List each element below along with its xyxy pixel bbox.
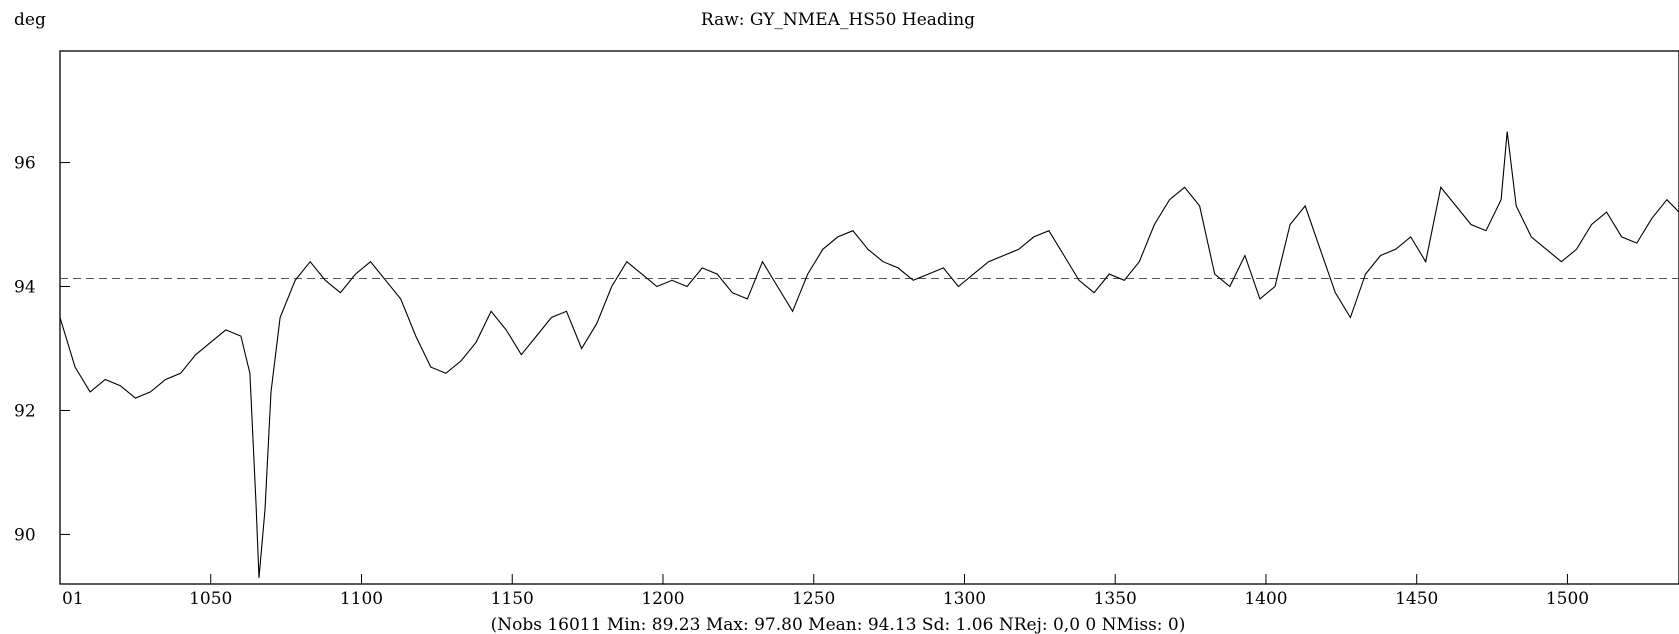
y-tick-label: 90 (14, 525, 36, 545)
x-tick-label: 1100 (340, 589, 383, 609)
x-tick-label: 1350 (1094, 589, 1137, 609)
x-tick-label: 01 (62, 589, 84, 609)
y-axis-ticks: 90 92 94 96 (14, 154, 70, 545)
x-tick-label: 1500 (1546, 589, 1589, 609)
x-tick-label: 1450 (1395, 589, 1438, 609)
y-tick-label: 94 (14, 278, 36, 298)
y-unit-label: deg (14, 10, 46, 30)
x-tick-label: 1300 (943, 589, 986, 609)
plot-frame (59, 50, 1679, 585)
heading-series-line (59, 131, 1679, 578)
x-tick-label: 1050 (189, 589, 232, 609)
x-tick-label: 1150 (491, 589, 534, 609)
x-tick-label: 1250 (792, 589, 835, 609)
x-axis-ticks: 01 1050 1100 1150 1200 1250 1300 1350 1400 1450 15… (59, 574, 1589, 609)
chart-title: Raw: GY_NMEA_HS50 Heading (701, 10, 975, 30)
x-tick-label: 1400 (1244, 589, 1287, 609)
y-tick-label: 92 (14, 401, 36, 421)
stats-footer: (Nobs 16011 Min: 89.23 Max: 97.80 Mean: … (491, 615, 1186, 634)
y-tick-label: 96 (14, 154, 36, 174)
x-tick-label: 1200 (641, 589, 684, 609)
